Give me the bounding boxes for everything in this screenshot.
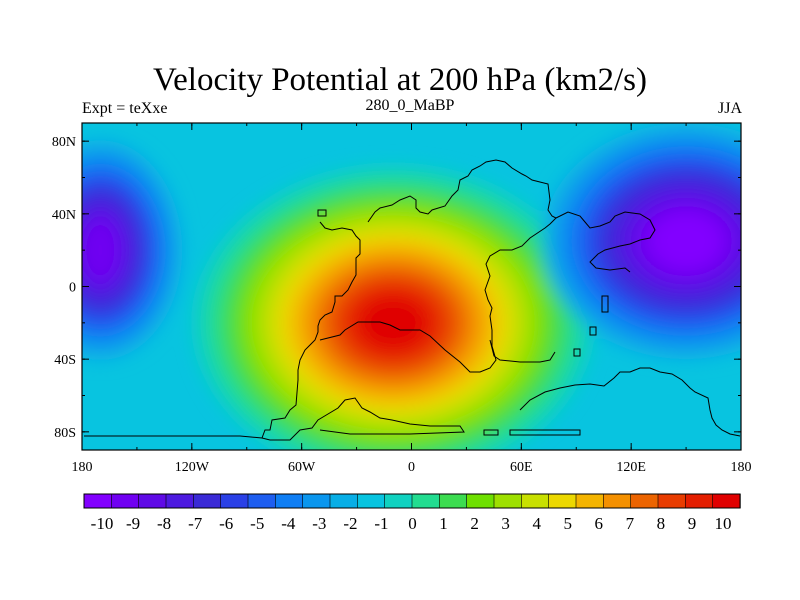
colorbar-swatch [165, 493, 195, 509]
colorbar-label: 0 [408, 514, 417, 533]
coastline-asia-east [555, 211, 656, 273]
colorbar: -10 -9 -8 -7 -6 -5 -4 -3 -2 -1 0 1 2 3 4 5 6 7 8 9 10 [83, 493, 741, 533]
colorbar-swatch [685, 493, 714, 509]
x-tick-label: 60W [288, 460, 316, 475]
colorbar-frame [83, 493, 741, 509]
colorbar-label: -5 [250, 514, 264, 533]
colorbar-label: -7 [188, 514, 203, 533]
x-tick-label: 180 [731, 460, 752, 475]
colorbar-swatch [384, 493, 413, 509]
colorbar-label: 8 [657, 514, 666, 533]
contour-band [361, 297, 426, 348]
colorbar-label: -2 [343, 514, 357, 533]
colorbar-label: 2 [470, 514, 479, 533]
colorbar-label: -4 [281, 514, 296, 533]
colorbar-swatch [657, 493, 687, 509]
colorbar-swatch [493, 493, 523, 509]
y-tick-label: 40N [52, 208, 76, 223]
colorbar-swatch [193, 493, 222, 509]
colorbar-swatch [138, 493, 167, 509]
colorbar-swatch [357, 493, 386, 509]
colorbar-swatch [329, 493, 359, 509]
y-tick-label: 40S [54, 353, 76, 368]
x-tick-label: 60E [510, 460, 533, 475]
colorbar-label: 1 [439, 514, 448, 533]
contour-field [82, 123, 741, 450]
colorbar-swatch [603, 493, 632, 509]
colorbar-swatch [712, 493, 741, 509]
island [573, 348, 581, 357]
axis-ticks: 180 120W 60W 0 60E 120E 180 80N 40N 0 40S 80S [52, 123, 752, 475]
colorbar-swatch [630, 493, 659, 509]
colorbar-label: 5 [564, 514, 573, 533]
colorbar-label: -6 [219, 514, 233, 533]
colorbar-swatch [466, 493, 495, 509]
contour-band [650, 213, 723, 270]
x-tick-label: 120W [175, 460, 210, 475]
coastline-americas [261, 221, 361, 439]
colorbar-label: -10 [91, 514, 114, 533]
experiment-label: Expt = teXxe [82, 100, 168, 117]
island [317, 209, 327, 217]
y-tick-label: 80N [52, 135, 76, 150]
colorbar-label: 10 [715, 514, 732, 533]
season-label: JJA [717, 100, 742, 117]
coastline-islands [489, 339, 556, 363]
colorbar-label: -9 [126, 514, 140, 533]
colorbar-label: -8 [157, 514, 171, 533]
colorbar-swatch [521, 493, 550, 509]
colorbar-swatch [111, 493, 140, 509]
colorbar-swatch [247, 493, 277, 509]
island [589, 326, 597, 336]
y-tick-label: 80S [54, 426, 76, 441]
coastline-antarctica [84, 397, 465, 441]
colorbar-swatch [83, 493, 113, 509]
coastlines [84, 159, 741, 441]
colorbar-swatch [575, 493, 605, 509]
colorbar-swatch [548, 493, 577, 509]
colorbar-label: 9 [688, 514, 697, 533]
colorbar-swatch [275, 493, 304, 509]
colorbar-label: 3 [501, 514, 510, 533]
island [509, 429, 581, 436]
colorbar-label: -3 [312, 514, 326, 533]
coastline-eurasia-africa [319, 159, 557, 373]
y-tick-label: 0 [69, 281, 76, 296]
x-tick-label: 120E [616, 460, 646, 475]
island [601, 295, 609, 313]
colorbar-swatch [220, 493, 249, 509]
chart-title: Velocity Potential at 200 hPa (km2/s) [152, 62, 648, 98]
period-label: 280_0_MaBP [365, 97, 455, 114]
colorbar-label: 7 [626, 514, 635, 533]
x-tick-label: 180 [72, 460, 93, 475]
coastline-australia [519, 367, 741, 437]
colorbar-swatch [302, 493, 331, 509]
island [483, 429, 499, 436]
colorbar-label: 4 [532, 514, 541, 533]
contour-band [82, 220, 119, 281]
colorbar-swatch [439, 493, 468, 509]
colorbar-swatch [411, 493, 441, 509]
colorbar-label: -1 [374, 514, 388, 533]
colorbar-label: 6 [595, 514, 604, 533]
x-tick-label: 0 [408, 460, 415, 475]
